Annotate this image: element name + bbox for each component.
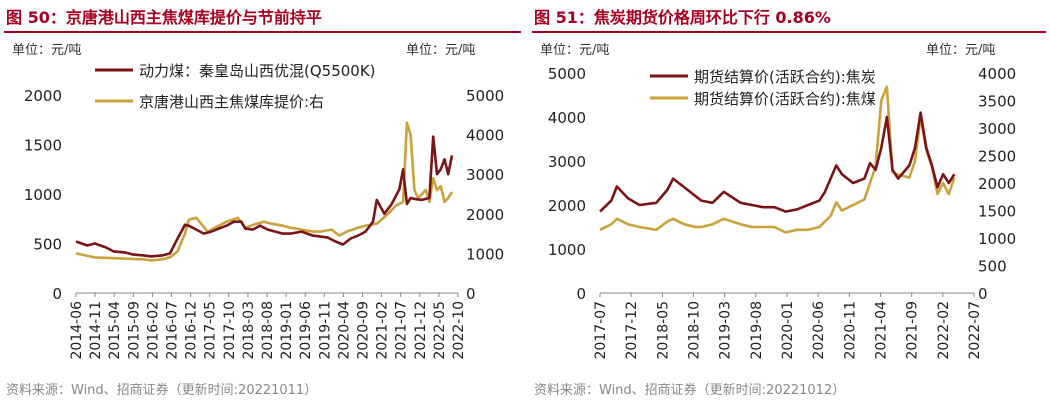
- y-right-tick-label: 3000: [466, 166, 504, 184]
- legend-label-1: 期货结算价(活跃合约):焦炭: [694, 68, 876, 86]
- x-tick-label: 2020-06: [811, 301, 827, 360]
- y-left-tick-label: 0: [576, 285, 586, 303]
- title-rule-2: [532, 31, 1046, 33]
- x-tick-label: 2019-11: [317, 301, 333, 360]
- legend-label-2: 京唐港山西主焦煤库提价:右: [139, 93, 324, 111]
- y-right-tick-label: 4000: [466, 127, 504, 145]
- y-right-tick-label: 5000: [466, 87, 504, 105]
- x-tick-label: 2017-12: [624, 301, 640, 360]
- y-left-tick-label: 5000: [548, 65, 586, 83]
- x-tick-label: 2016-12: [184, 301, 200, 360]
- x-tick-label: 2016-07: [165, 301, 181, 360]
- y-left-tick-label: 2000: [548, 197, 586, 215]
- series-line-1: [75, 135, 454, 258]
- legend-label-2: 期货结算价(活跃合约):焦煤: [694, 90, 876, 108]
- x-tick-label: 2018-08: [260, 301, 276, 360]
- x-tick-label: 2015-09: [126, 301, 142, 360]
- x-tick-label: 2014-11: [88, 301, 104, 360]
- y-left-tick-label: 4000: [548, 109, 586, 127]
- y-right-tick-label: 1000: [978, 230, 1016, 248]
- x-tick-label: 2018-05: [655, 301, 671, 360]
- x-tick-label: 2021-02: [375, 301, 391, 360]
- y-right-tick-label: 1000: [466, 245, 504, 263]
- x-tick-label: 2019-03: [718, 301, 734, 360]
- chart-svg-1: 单位：元/吨 单位：元/吨 0 500 1000 1500 2000 0 1000 2000 300…: [12, 43, 504, 360]
- series-line-2: [75, 121, 454, 262]
- series-line-2: [599, 85, 956, 234]
- series-line-1: [599, 111, 956, 213]
- x-tick-label: 2022-05: [432, 301, 448, 360]
- chart-title-1: 图 50：京唐港山西主焦煤库提价与节前持平: [6, 8, 322, 27]
- x-tick-label: 2022-10: [451, 301, 467, 360]
- x-tick-label: 2017-10: [222, 301, 238, 360]
- x-tick-label: 2017-07: [593, 301, 609, 360]
- y-right-tick-label: 2500: [978, 148, 1016, 166]
- source-note-1: 资料来源：Wind、招商证券（更新时间:20221011）: [6, 383, 318, 398]
- y-right-tick-label: 3000: [978, 120, 1016, 138]
- x-tick-label: 2020-11: [842, 301, 858, 360]
- x-tick-label: 2018-03: [241, 301, 257, 360]
- x-tick-label: 2020-01: [780, 301, 796, 360]
- y-left-tick-label: 1500: [24, 137, 62, 155]
- right-unit-label: 单位：元/吨: [406, 43, 475, 58]
- y-right-tick-label: 500: [978, 258, 1007, 276]
- x-tick-label: 2020-04: [336, 301, 352, 360]
- x-tick-label: 2019-01: [279, 301, 295, 360]
- left-unit-label: 单位：元/吨: [540, 43, 609, 58]
- right-unit-label: 单位：元/吨: [926, 43, 995, 58]
- y-right-tick-label: 2000: [466, 206, 504, 224]
- x-tick-label: 2015-04: [107, 301, 123, 360]
- y-right-tick-label: 1500: [978, 203, 1016, 221]
- x-tick-label: 2021-09: [905, 301, 921, 360]
- y-right-tick-label: 0: [466, 285, 476, 303]
- x-tick-label: 2021-12: [413, 301, 429, 360]
- title-rule-1: [4, 31, 521, 33]
- chart-panel-1: 图 50：京唐港山西主焦煤库提价与节前持平 单位：元/吨 单位：元/吨 0 500 10…: [4, 8, 521, 398]
- y-right-tick-label: 3500: [978, 93, 1016, 111]
- legend-label-1: 动力煤：秦皇岛山西优混(Q5500K): [139, 62, 376, 80]
- chart-title-2: 图 51：焦炭期货价格周环比下行 0.86%: [534, 8, 831, 27]
- y-left-tick-label: 1000: [548, 241, 586, 259]
- y-right-tick-label: 0: [978, 285, 988, 303]
- x-tick-label: 2021-07: [394, 301, 410, 360]
- x-tick-label: 2019-06: [298, 301, 314, 360]
- x-tick-label: 2017-05: [203, 301, 219, 360]
- chart-svg-2: 单位：元/吨 单位：元/吨 0 1000 2000 3000 4000 5000 0 500 100…: [540, 43, 1016, 360]
- x-tick-label: 2014-06: [69, 301, 85, 360]
- left-unit-label: 单位：元/吨: [12, 43, 81, 58]
- x-tick-label: 2016-02: [145, 301, 161, 360]
- x-tick-label: 2022-07: [967, 301, 983, 360]
- y-left-tick-label: 1000: [24, 186, 62, 204]
- x-tick-label: 2022-02: [936, 301, 952, 360]
- y-right-tick-label: 4000: [978, 65, 1016, 83]
- y-left-tick-label: 2000: [24, 87, 62, 105]
- y-right-tick-label: 2000: [978, 175, 1016, 193]
- y-left-tick-label: 0: [52, 285, 62, 303]
- x-tick-label: 2019-08: [749, 301, 765, 360]
- y-left-tick-label: 500: [33, 236, 62, 254]
- x-tick-label: 2018-10: [687, 301, 703, 360]
- chart-panel-2: 图 51：焦炭期货价格周环比下行 0.86% 单位：元/吨 单位：元/吨 0 1000…: [528, 0, 1050, 403]
- x-tick-label: 2021-04: [874, 301, 890, 360]
- y-left-tick-label: 3000: [548, 153, 586, 171]
- source-note-2: 资料来源：Wind、招商证券（更新时间:20221012）: [534, 383, 846, 398]
- x-tick-label: 2020-09: [356, 301, 372, 360]
